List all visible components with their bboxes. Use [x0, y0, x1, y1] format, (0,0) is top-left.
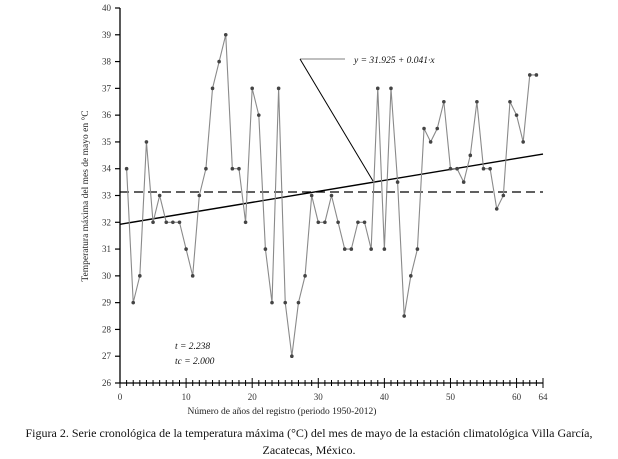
x-tick-label: 60: [512, 392, 522, 402]
x-axis: 0 10 20 30 40 50 60 64: [118, 378, 548, 402]
figure-caption-line-2: Zacatecas, México.: [263, 443, 356, 457]
data-point: [190, 274, 195, 278]
x-tick-label: 20: [248, 392, 258, 402]
y-tick-label: 30: [102, 271, 112, 281]
tc-statistic: tc = 2.000: [175, 357, 215, 367]
data-point: [256, 113, 261, 117]
data-point: [131, 300, 136, 305]
trend-equation: y = 31.925 + 0.041·x: [353, 56, 435, 66]
y-tick-label: 40: [102, 3, 112, 13]
y-tick-label: 36: [102, 110, 112, 120]
data-point: [488, 166, 492, 171]
data-point: [250, 86, 254, 91]
data-point: [442, 99, 446, 104]
data-point: [534, 73, 539, 77]
data-point: [237, 166, 241, 171]
data-point: [428, 140, 433, 144]
y-axis-title: Temperatura máxima del mes de mayo en °C: [80, 110, 91, 281]
y-tick-label: 34: [102, 164, 112, 174]
data-point: [435, 126, 440, 131]
data-point: [316, 220, 321, 225]
data-point: [223, 32, 228, 37]
y-tick-label: 33: [102, 191, 112, 201]
data-point: [369, 247, 373, 251]
data-point: [243, 220, 248, 225]
y-tick-label: 28: [102, 324, 112, 334]
data-point: [415, 247, 420, 251]
y-tick-label: 38: [102, 57, 112, 67]
t-statistic: t = 2.238: [175, 342, 210, 352]
data-point: [356, 220, 360, 225]
data-point: [217, 59, 221, 64]
data-point: [336, 220, 340, 225]
y-tick-label: 37: [102, 83, 112, 93]
x-axis-title: Número de años del registro (periodo 195…: [188, 406, 377, 417]
data-point: [276, 86, 281, 91]
data-point: [157, 193, 162, 198]
data-point: [144, 140, 149, 144]
data-point: [349, 247, 354, 251]
data-point: [375, 86, 380, 91]
data-point: [527, 73, 532, 77]
data-point: [303, 274, 307, 278]
data-point: [329, 193, 334, 198]
data-point: [508, 99, 512, 104]
data-point: [481, 166, 486, 171]
trend-line: [119, 153, 544, 225]
data-point: [409, 274, 413, 278]
data-point: [455, 166, 459, 171]
data-point: [204, 166, 208, 171]
data-point: [422, 126, 426, 131]
y-tick-label: 31: [102, 244, 111, 254]
data-point: [461, 180, 466, 184]
x-tick-label: 50: [446, 392, 456, 402]
data-point: [382, 247, 387, 251]
data-point: [197, 193, 202, 198]
data-point: [296, 300, 301, 305]
data-point: [290, 354, 294, 359]
data-point: [177, 220, 182, 225]
data-point: [395, 180, 400, 184]
data-point: [230, 166, 235, 171]
data-point: [468, 153, 473, 158]
x-tick-label: 40: [380, 392, 390, 402]
x-tick-label: 30: [314, 392, 324, 402]
data-point: [263, 247, 268, 251]
data-point: [309, 193, 314, 198]
data-point: [270, 300, 274, 305]
data-point: [514, 113, 519, 117]
data-point: [501, 193, 506, 198]
data-point: [283, 300, 288, 305]
x-tick-label: 0: [118, 392, 123, 402]
y-tick-label: 27: [102, 351, 112, 361]
data-point: [521, 140, 525, 144]
x-tick-label: 64: [539, 392, 549, 402]
data-point: [138, 274, 142, 278]
y-axis: 26 27 28 29 30 31 32 33 34 35 36 37 38 39 40: [102, 3, 121, 388]
y-tick-label: 29: [102, 298, 112, 308]
equation-leader-diagonal: [299, 58, 374, 182]
data-point: [210, 86, 215, 91]
data-point: [171, 220, 175, 225]
data-series: [124, 32, 539, 359]
data-point: [124, 166, 129, 171]
data-point: [151, 220, 155, 225]
data-point: [389, 86, 393, 91]
y-tick-label: 32: [102, 217, 111, 227]
data-point: [475, 99, 479, 104]
data-point: [362, 220, 367, 225]
data-point: [184, 247, 188, 251]
y-tick-label: 26: [102, 378, 112, 388]
x-tick-label: 10: [182, 392, 192, 402]
y-tick-label: 35: [102, 137, 112, 147]
data-point: [448, 166, 453, 171]
figure-caption-line-1: Figura 2. Serie cronológica de la temper…: [26, 426, 593, 440]
data-point: [164, 220, 169, 225]
data-point: [342, 247, 347, 251]
data-point: [494, 207, 499, 211]
data-point: [323, 220, 327, 225]
data-point: [402, 314, 407, 318]
y-tick-label: 39: [102, 30, 112, 40]
